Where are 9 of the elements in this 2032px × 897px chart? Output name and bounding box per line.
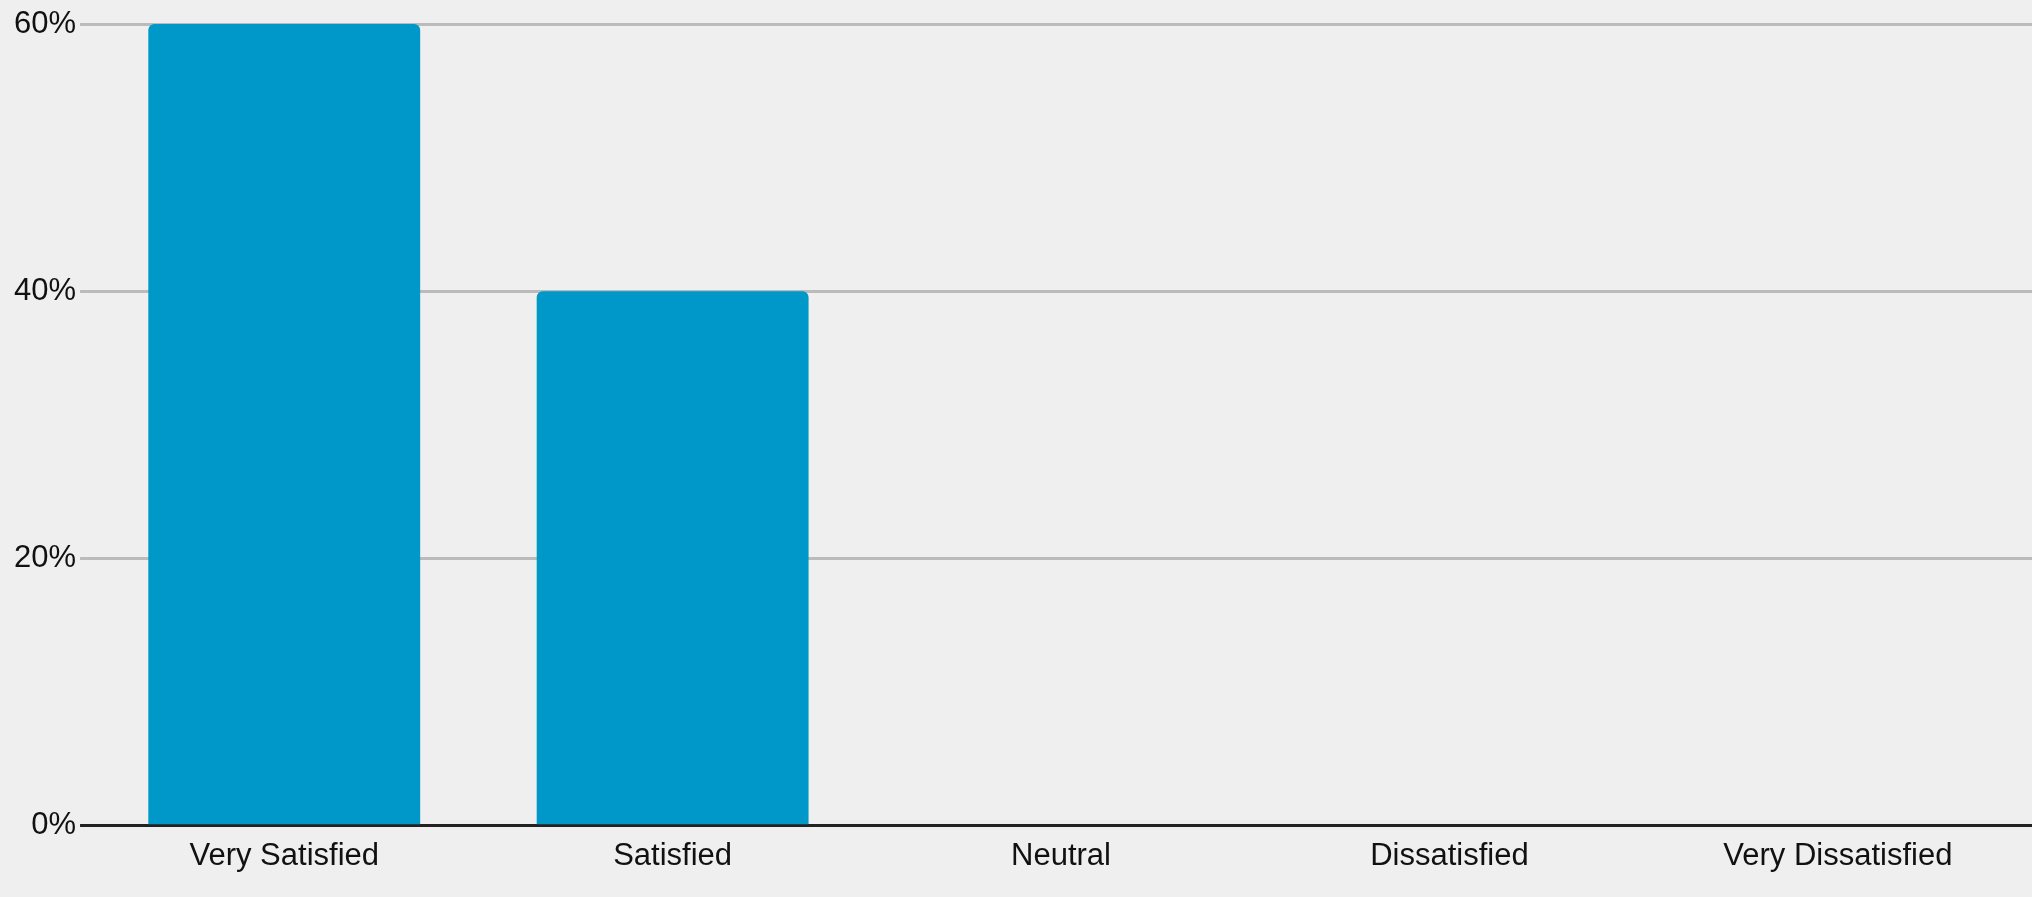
y-tick-label: 60%	[14, 4, 77, 40]
x-tick-label: Satisfied	[613, 836, 733, 872]
y-tick-label: 0%	[31, 806, 77, 842]
x-tick-label: Dissatisfied	[1370, 836, 1529, 872]
y-tick-label: 20%	[14, 539, 77, 575]
y-tick-label: 40%	[14, 271, 77, 307]
x-tick-label: Very Satisfied	[189, 836, 380, 872]
x-tick-label: Very Dissatisfied	[1723, 836, 1953, 872]
x-tick-label: Neutral	[1011, 836, 1111, 872]
